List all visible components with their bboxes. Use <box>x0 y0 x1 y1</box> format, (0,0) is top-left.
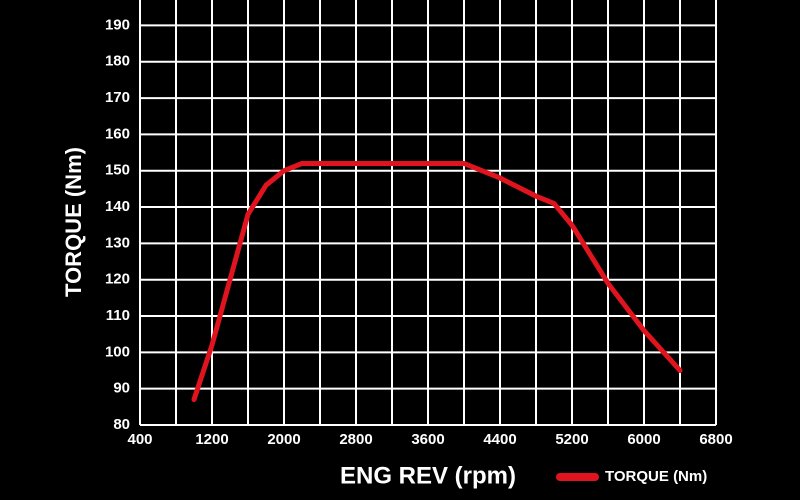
y-tick-label: 180 <box>105 53 130 70</box>
x-tick-label: 6800 <box>699 431 732 448</box>
y-tick-label: 110 <box>106 307 130 324</box>
y-tick-label: 130 <box>105 234 130 251</box>
y-axis-label: TORQUE (Nm) <box>61 147 86 297</box>
y-tick-label: 100 <box>105 343 130 360</box>
plot <box>191 160 683 403</box>
x-tick-label: 6000 <box>627 431 660 448</box>
grid <box>139 0 717 426</box>
x-axis-label: ENG REV (rpm) <box>340 462 516 489</box>
y-tick-label: 170 <box>105 89 130 106</box>
y-tick-label: 120 <box>105 271 130 288</box>
y-tick-label: 190 <box>105 16 130 33</box>
x-tick-label: 3600 <box>411 431 444 448</box>
x-tick-label: 5200 <box>555 431 588 448</box>
x-tick-label: 4400 <box>483 431 516 448</box>
x-tick-label: 2000 <box>267 431 300 448</box>
x-tick-label: 1200 <box>195 431 228 448</box>
y-tick-label: 90 <box>113 380 130 397</box>
x-tick-label: 2800 <box>339 431 372 448</box>
legend-label: TORQUE (Nm) <box>605 468 707 485</box>
y-tick-label: 140 <box>105 198 130 215</box>
y-tick-label: 160 <box>105 125 130 142</box>
y-tick-label: 80 <box>113 416 130 433</box>
x-tick-label: 400 <box>127 431 152 448</box>
line <box>191 160 683 403</box>
y-tick-label: 150 <box>105 162 130 179</box>
